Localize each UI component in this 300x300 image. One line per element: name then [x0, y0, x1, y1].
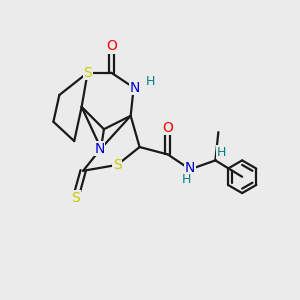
Text: N: N: [185, 161, 195, 175]
Text: O: O: [162, 121, 173, 135]
Text: S: S: [113, 158, 122, 172]
Text: H: H: [217, 146, 226, 159]
Text: N: N: [94, 142, 105, 155]
Text: N: N: [130, 81, 140, 94]
Text: S: S: [83, 66, 92, 80]
Text: H: H: [182, 173, 191, 186]
Text: S: S: [71, 190, 80, 205]
Text: H: H: [145, 75, 155, 88]
Text: O: O: [106, 39, 117, 53]
